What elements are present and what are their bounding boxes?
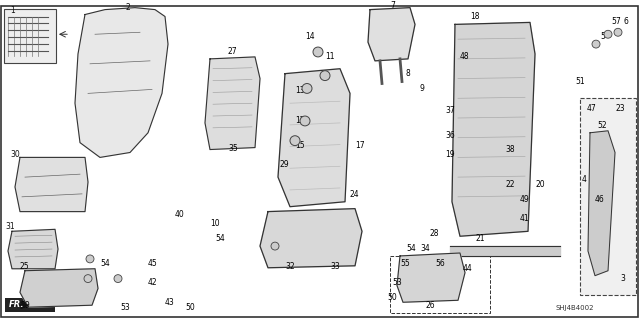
Text: 9: 9: [420, 85, 425, 93]
Circle shape: [290, 136, 300, 145]
Text: 42: 42: [148, 278, 157, 287]
Text: 22: 22: [505, 180, 515, 189]
Text: 23: 23: [615, 104, 625, 113]
Polygon shape: [20, 269, 98, 307]
Text: 8: 8: [405, 69, 410, 78]
Text: 41: 41: [520, 214, 530, 223]
Text: 53: 53: [392, 278, 402, 287]
Text: 36: 36: [445, 131, 455, 140]
Polygon shape: [588, 131, 615, 276]
Polygon shape: [75, 8, 168, 157]
Text: 27: 27: [228, 47, 237, 56]
Text: 35: 35: [228, 144, 237, 152]
Polygon shape: [205, 57, 260, 150]
Text: 31: 31: [5, 222, 15, 231]
Text: 25: 25: [20, 262, 29, 271]
Text: 18: 18: [470, 12, 479, 21]
Circle shape: [592, 40, 600, 48]
Text: 29: 29: [280, 160, 290, 169]
Text: FR.: FR.: [9, 300, 24, 309]
Text: 11: 11: [325, 52, 335, 61]
Circle shape: [114, 275, 122, 283]
Text: 46: 46: [595, 195, 605, 204]
Text: 26: 26: [425, 301, 435, 310]
Text: 24: 24: [350, 190, 360, 199]
Bar: [580, 98, 636, 295]
Text: SHJ4B4002: SHJ4B4002: [555, 305, 593, 311]
Text: 45: 45: [148, 259, 157, 268]
Circle shape: [313, 47, 323, 57]
Text: 17: 17: [355, 141, 365, 150]
Text: 19: 19: [445, 151, 454, 160]
Bar: [390, 256, 490, 313]
Text: 44: 44: [463, 264, 473, 273]
Text: 54: 54: [100, 259, 109, 268]
Text: 40: 40: [175, 210, 185, 219]
Circle shape: [271, 242, 279, 250]
Text: 38: 38: [505, 145, 515, 154]
Circle shape: [604, 30, 612, 38]
Circle shape: [300, 116, 310, 126]
Text: 37: 37: [445, 106, 455, 115]
Text: 7: 7: [390, 1, 395, 10]
Text: 14: 14: [305, 32, 315, 41]
Text: 52: 52: [597, 121, 607, 130]
Text: 10: 10: [210, 219, 220, 228]
Text: 54: 54: [215, 234, 225, 243]
Text: 39: 39: [20, 301, 29, 310]
Text: 2: 2: [125, 3, 130, 11]
Text: 4: 4: [582, 175, 587, 184]
Text: 48: 48: [460, 52, 470, 61]
Text: 47: 47: [587, 104, 596, 113]
Polygon shape: [15, 157, 88, 211]
Text: 5: 5: [600, 32, 605, 41]
Text: 28: 28: [430, 229, 440, 238]
Text: 15: 15: [295, 141, 305, 150]
Circle shape: [614, 28, 622, 36]
Text: 50: 50: [185, 303, 195, 312]
Text: 1: 1: [10, 5, 15, 15]
Circle shape: [320, 71, 330, 81]
Text: 49: 49: [520, 195, 530, 204]
Circle shape: [84, 275, 92, 283]
Text: 3: 3: [620, 274, 625, 283]
Text: 34: 34: [420, 244, 429, 253]
Text: 32: 32: [285, 262, 294, 271]
Text: 56: 56: [435, 259, 445, 268]
Circle shape: [86, 255, 94, 263]
Text: 43: 43: [165, 298, 175, 307]
Text: 50: 50: [387, 293, 397, 302]
Text: 13: 13: [295, 86, 305, 95]
Text: 6: 6: [624, 18, 629, 26]
Text: 33: 33: [330, 262, 340, 271]
Text: 20: 20: [535, 180, 545, 189]
Circle shape: [302, 84, 312, 93]
Text: 12: 12: [295, 116, 305, 125]
Polygon shape: [278, 69, 350, 207]
Polygon shape: [368, 8, 415, 61]
Bar: [4, 9, 56, 63]
Text: 21: 21: [475, 234, 484, 243]
Text: 55: 55: [400, 259, 410, 268]
Text: 16: 16: [320, 71, 330, 81]
Text: 54: 54: [406, 244, 416, 253]
Polygon shape: [452, 22, 535, 236]
Text: 51: 51: [575, 77, 584, 85]
Text: 57: 57: [611, 18, 621, 26]
Text: 53: 53: [120, 303, 130, 312]
Text: 30: 30: [10, 151, 20, 160]
Polygon shape: [260, 209, 362, 268]
Bar: [5, 298, 55, 312]
Polygon shape: [397, 253, 465, 302]
Polygon shape: [8, 229, 58, 269]
